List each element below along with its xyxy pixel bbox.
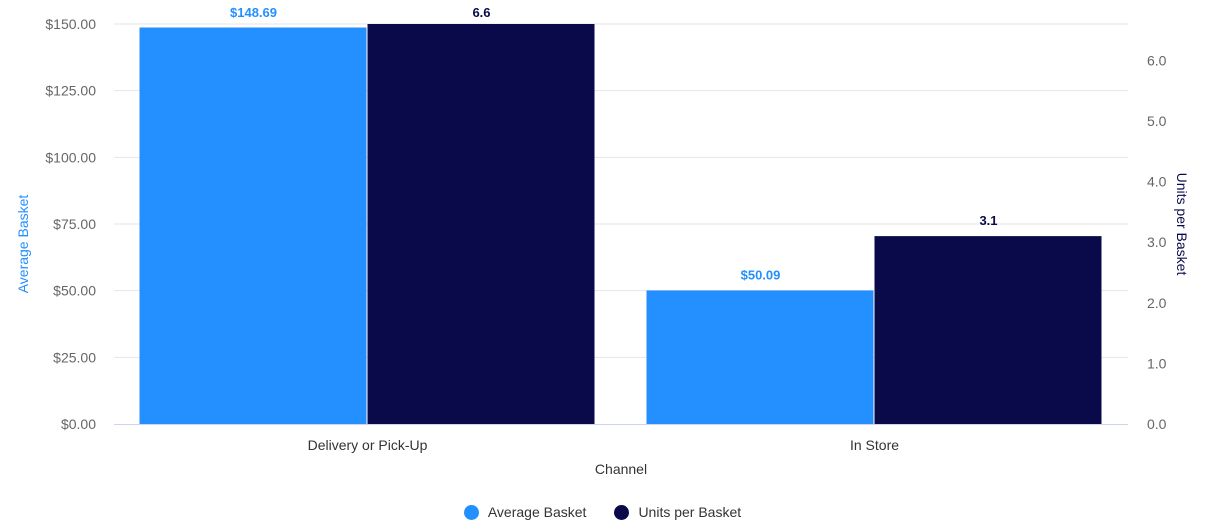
y-left-tick-label: $75.00 <box>53 216 96 232</box>
bar-data-labels: $148.69 6.6 $50.09 3.1 <box>230 5 998 282</box>
y-left-tick-label: $25.00 <box>53 349 96 365</box>
y-right-tick-label: 4.0 <box>1147 174 1167 190</box>
y-right-tick-label: 3.0 <box>1147 234 1167 250</box>
legend-item-units-per-basket[interactable]: Units per Basket <box>614 504 741 520</box>
right-axis-ticks: 0.0 1.0 2.0 3.0 4.0 5.0 6.0 <box>1147 52 1167 432</box>
data-label-units-per-basket: 3.1 <box>979 213 997 228</box>
y-right-tick-label: 5.0 <box>1147 113 1167 129</box>
y-right-tick-label: 1.0 <box>1147 355 1167 371</box>
category-labels: Delivery or Pick-Up In Store <box>308 437 900 453</box>
data-label-units-per-basket: 6.6 <box>472 5 490 20</box>
category-label: Delivery or Pick-Up <box>308 437 428 453</box>
left-axis-ticks: $0.00 $25.00 $50.00 $75.00 $100.00 $125.00 $15… <box>45 16 96 432</box>
legend-marker-average-basket <box>463 504 479 520</box>
y-left-tick-label: $50.00 <box>53 283 96 299</box>
data-label-average-basket: $50.09 <box>741 267 781 282</box>
data-label-average-basket: $148.69 <box>230 5 277 20</box>
bar-average-basket <box>646 290 874 424</box>
y-right-tick-label: 2.0 <box>1147 295 1167 311</box>
legend-label-average-basket: Average Basket <box>487 504 587 520</box>
legend: Average Basket Units per Basket <box>0 500 1205 524</box>
bar-average-basket <box>139 27 367 424</box>
y-left-tick-label: $0.00 <box>61 416 96 432</box>
y-left-tick-label: $125.00 <box>45 83 96 99</box>
legend-marker-units-per-basket <box>614 504 630 520</box>
y-right-tick-label: 0.0 <box>1147 416 1167 432</box>
y-left-tick-label: $150.00 <box>45 16 96 32</box>
legend-label-units-per-basket: Units per Basket <box>638 504 742 520</box>
bar-units-per-basket <box>874 236 1102 424</box>
y-right-tick-label: 6.0 <box>1147 52 1167 68</box>
legend-item-average-basket[interactable]: Average Basket <box>463 504 587 520</box>
bars <box>139 24 1102 424</box>
y-axis-right-title: Units per Basket <box>1174 173 1190 276</box>
x-axis-title: Channel <box>595 461 647 477</box>
y-axis-left-title: Average Basket <box>15 195 31 294</box>
y-left-tick-label: $100.00 <box>45 149 96 165</box>
category-label: In Store <box>850 437 899 453</box>
bar-units-per-basket <box>367 24 595 424</box>
